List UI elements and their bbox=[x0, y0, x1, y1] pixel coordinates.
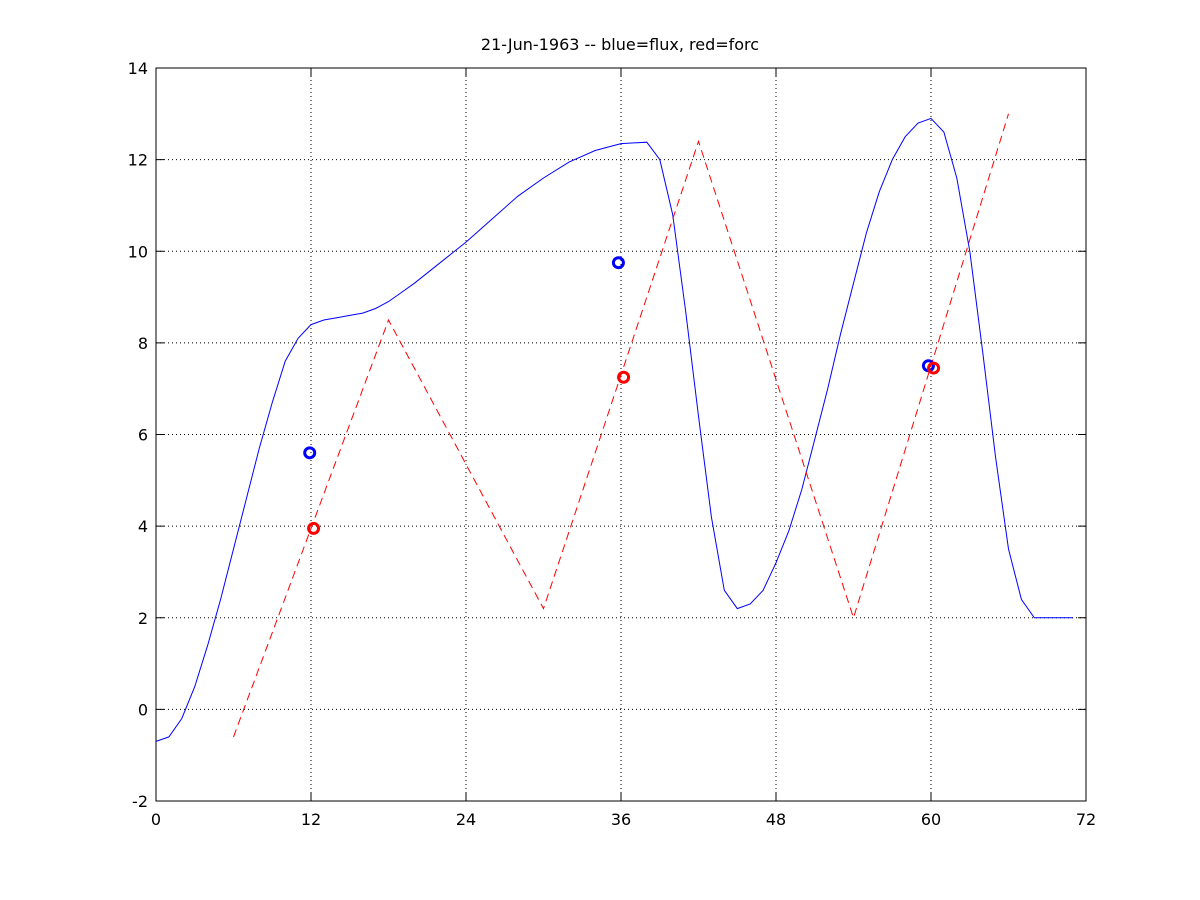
y-tick-label: 14 bbox=[128, 59, 148, 78]
y-tick-label: 0 bbox=[138, 700, 148, 719]
x-tick-label: 12 bbox=[301, 810, 321, 829]
forc-marker bbox=[307, 521, 321, 535]
y-tick-label: -2 bbox=[132, 792, 148, 811]
flux-marker bbox=[611, 256, 625, 270]
y-tick-label: 4 bbox=[138, 517, 148, 536]
y-tick-label: 12 bbox=[128, 151, 148, 170]
flux-series-line bbox=[155, 117, 1074, 742]
y-axis-tick-labels: -2 0 2 4 6 8 10 12 14 bbox=[128, 59, 148, 811]
chart-title: 21-Jun-1963 -- blue=flux, red=forc bbox=[481, 35, 759, 54]
marker-layer bbox=[303, 256, 941, 535]
forc-series-line bbox=[233, 113, 1009, 738]
y-tick-label: 2 bbox=[138, 609, 148, 628]
grid bbox=[156, 68, 1086, 801]
x-tick-label: 24 bbox=[456, 810, 476, 829]
forc-marker bbox=[617, 370, 631, 384]
x-tick-label: 72 bbox=[1076, 810, 1096, 829]
y-tick-label: 8 bbox=[138, 334, 148, 353]
y-tick-label: 10 bbox=[128, 242, 148, 261]
x-tick-label: 0 bbox=[151, 810, 161, 829]
x-axis-tick-labels: 0 12 24 36 48 60 72 bbox=[151, 810, 1096, 829]
series-layer bbox=[155, 113, 1074, 742]
x-tick-label: 60 bbox=[921, 810, 941, 829]
flux-marker bbox=[303, 446, 317, 460]
x-tick-label: 48 bbox=[766, 810, 786, 829]
y-tick-label: 6 bbox=[138, 426, 148, 445]
x-tick-label: 36 bbox=[611, 810, 631, 829]
forc-marker bbox=[927, 361, 941, 375]
axis-ticks bbox=[155, 67, 1087, 802]
